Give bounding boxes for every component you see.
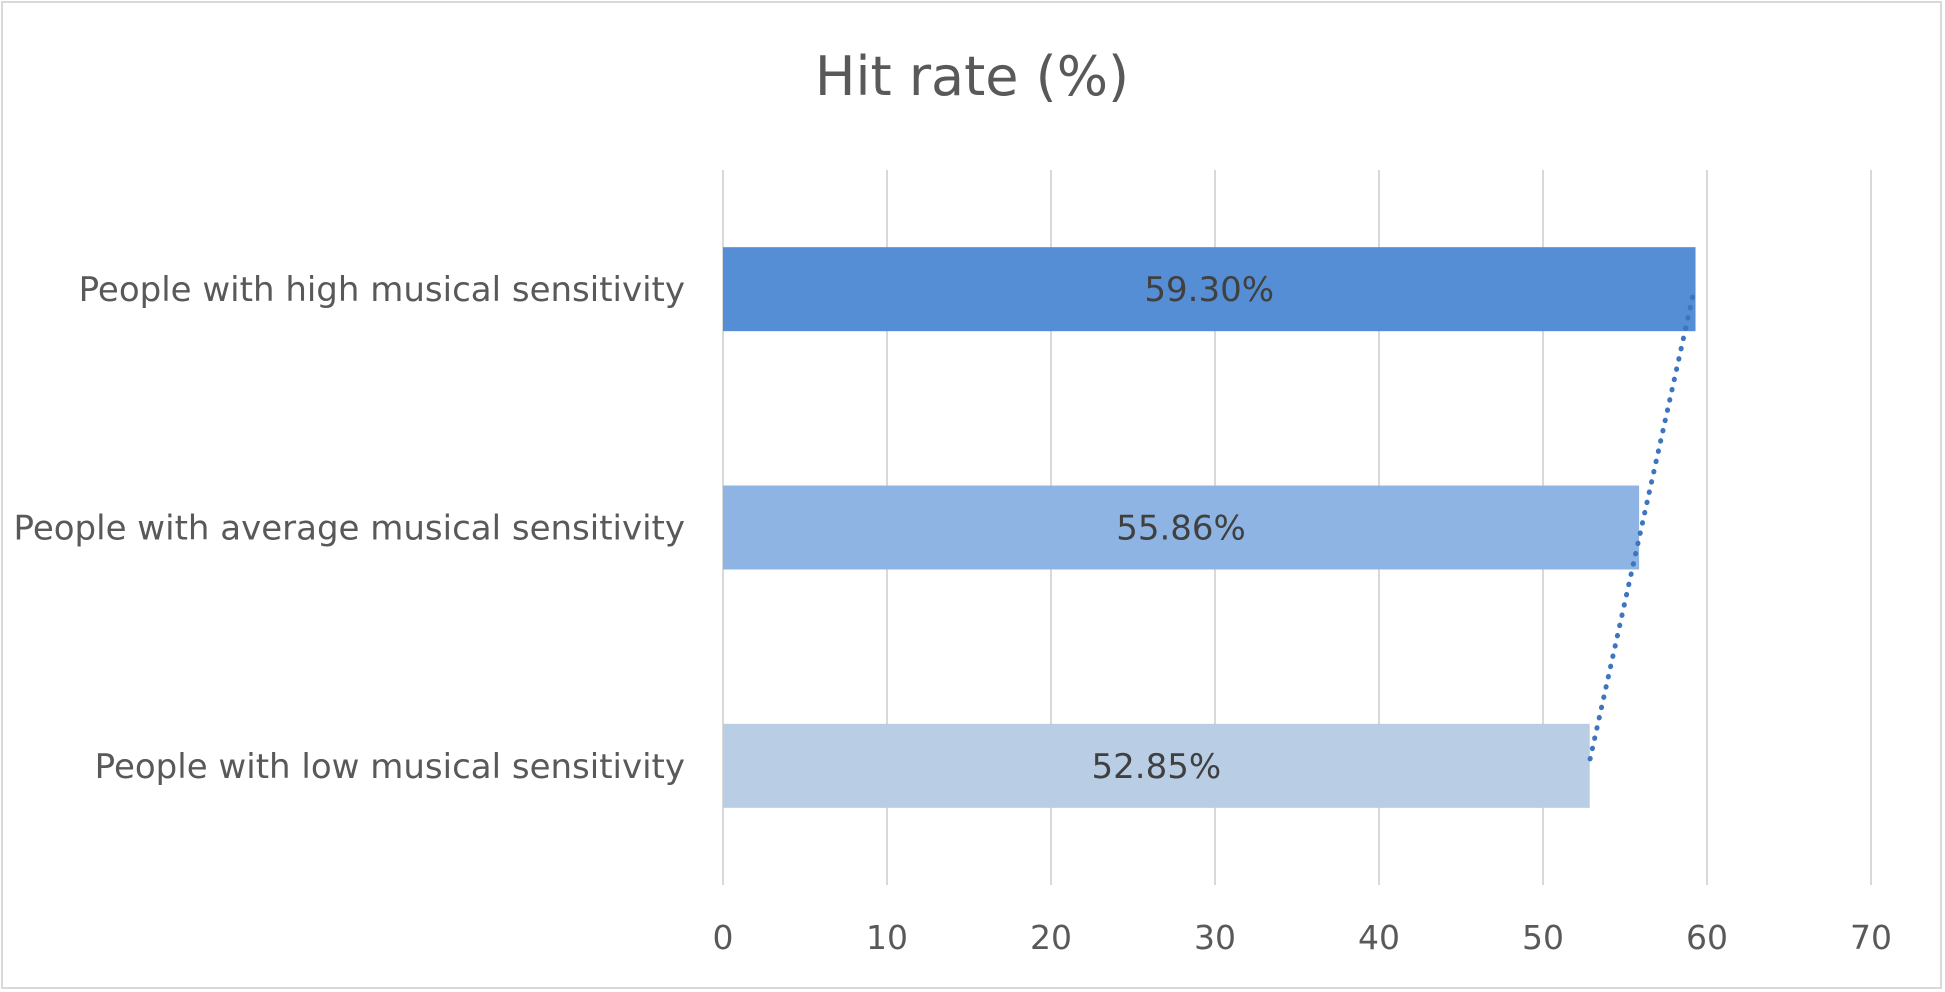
category-label: People with average musical sensitivity	[14, 509, 685, 549]
x-tick-label: 10	[866, 918, 908, 957]
bar	[723, 723, 1590, 808]
data-label: 52.85%	[1092, 747, 1222, 787]
x-axis-tick-labels: 0 10 20 30 40 50 60 70	[713, 918, 1893, 957]
category-labels: People with high musical sensitivity Peop…	[14, 270, 685, 787]
x-tick-label: 60	[1686, 918, 1728, 957]
bar	[723, 485, 1640, 570]
x-tick-label: 40	[1358, 918, 1400, 957]
data-label: 59.30%	[1144, 270, 1274, 310]
x-tick-label: 70	[1850, 918, 1892, 957]
chart-title: Hit rate (%)	[815, 45, 1129, 108]
data-label: 55.86%	[1116, 509, 1246, 549]
x-tick-label: 30	[1194, 918, 1236, 957]
data-labels: 59.30% 55.86% 52.85%	[1092, 270, 1275, 787]
category-label: People with low musical sensitivity	[95, 747, 685, 787]
trendline	[1586, 294, 1696, 769]
x-tick-label: 0	[713, 918, 734, 957]
x-tick-label: 50	[1522, 918, 1564, 957]
bars	[723, 247, 1696, 808]
x-tick-label: 20	[1030, 918, 1072, 957]
trendline-group	[1586, 294, 1696, 769]
bar	[723, 247, 1696, 332]
category-label: People with high musical sensitivity	[79, 270, 685, 310]
